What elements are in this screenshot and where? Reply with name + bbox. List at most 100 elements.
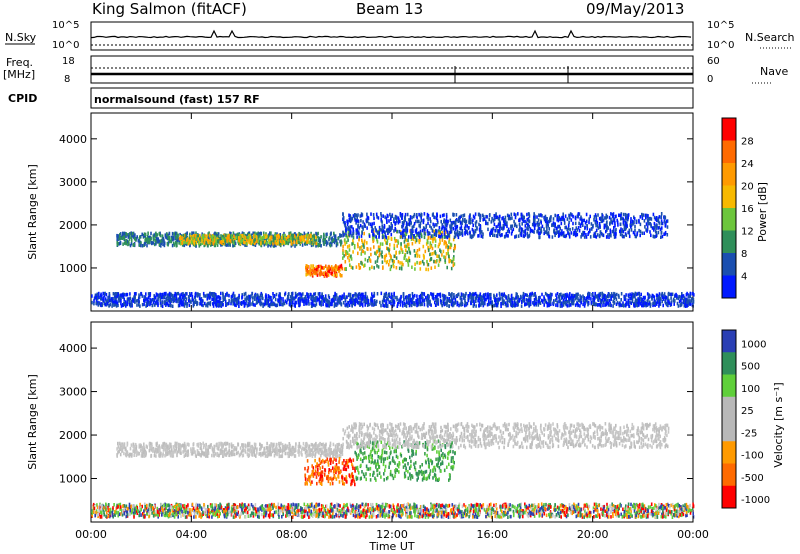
scatter-point <box>406 212 409 217</box>
scatter-point <box>304 241 307 246</box>
scatter-point <box>582 302 584 307</box>
scatter-point <box>174 240 177 245</box>
scatter-point <box>125 234 127 238</box>
scatter-point <box>201 241 203 245</box>
scatter-point <box>294 304 296 308</box>
scatter-point <box>299 302 301 307</box>
scatter-point <box>445 241 447 245</box>
scatter-point <box>650 224 652 229</box>
scatter-point <box>418 247 421 252</box>
scatter-point <box>364 291 367 296</box>
scatter-point <box>120 301 122 306</box>
scatter-point <box>316 232 318 236</box>
scatter-point <box>314 268 317 272</box>
scatter-point <box>299 238 302 243</box>
scatter-point <box>281 235 283 240</box>
scatter-point <box>445 214 448 219</box>
scatter-point <box>364 299 366 303</box>
scatter-point <box>353 245 356 250</box>
scatter-point <box>511 216 513 220</box>
scatter-point <box>197 292 199 296</box>
scatter-point <box>274 233 276 238</box>
scatter-point <box>208 231 210 235</box>
scatter-point <box>416 260 418 265</box>
scatter-point <box>415 299 417 303</box>
scatter-point <box>240 239 242 244</box>
scatter-point <box>163 300 166 304</box>
scatter-point <box>190 238 193 242</box>
scatter-point <box>336 241 338 245</box>
scatter-point <box>363 231 365 236</box>
scatter-point <box>336 267 339 272</box>
scatter-point <box>339 233 341 237</box>
scatter-point <box>214 243 217 248</box>
scatter-point <box>352 227 354 231</box>
scatter-point <box>170 293 172 297</box>
scatter-point <box>419 295 421 299</box>
scatter-point <box>163 241 166 245</box>
scatter-point <box>382 266 384 270</box>
scatter-point <box>413 249 416 253</box>
scatter-point <box>414 240 417 244</box>
nsky-label: N.Sky <box>5 31 37 44</box>
scatter-point <box>498 219 501 224</box>
scatter-point <box>635 219 638 223</box>
scatter-point <box>188 236 191 241</box>
scatter-point <box>397 239 399 243</box>
scatter-point <box>338 266 340 271</box>
scatter-point <box>277 241 279 245</box>
scatter-point <box>183 243 186 248</box>
scatter-point <box>91 294 93 298</box>
scatter-point <box>615 228 617 232</box>
scatter-point <box>337 236 339 241</box>
scatter-point <box>316 267 318 272</box>
scatter-point <box>279 241 281 245</box>
scatter-point <box>236 300 238 304</box>
scatter-point <box>529 295 532 300</box>
scatter-point <box>373 216 375 221</box>
scatter-point <box>130 231 132 235</box>
scatter-point <box>514 215 517 220</box>
scatter-point <box>399 250 401 254</box>
scatter-point <box>480 234 483 238</box>
scatter-point <box>526 222 529 227</box>
scatter-point <box>445 228 448 232</box>
scatter-point <box>461 229 464 233</box>
scatter-point <box>315 295 317 300</box>
scatter-point <box>103 292 106 296</box>
scatter-point <box>384 215 386 219</box>
scatter-point <box>393 236 396 241</box>
scatter-point <box>406 244 409 249</box>
scatter-point <box>198 240 200 245</box>
scatter-point <box>360 234 363 238</box>
scatter-point <box>574 303 577 307</box>
scatter-point <box>339 264 341 269</box>
scatter-point <box>183 293 185 298</box>
scatter-point <box>369 222 372 226</box>
scatter-point <box>371 222 374 226</box>
scatter-point <box>636 298 638 303</box>
scatter-point <box>372 213 375 217</box>
scatter-point <box>434 236 436 241</box>
scatter-point <box>638 300 640 305</box>
scatter-point <box>330 237 333 241</box>
scatter-point <box>330 231 332 235</box>
scatter-point <box>460 298 462 303</box>
scatter-point <box>625 217 628 221</box>
scatter-point <box>294 301 296 305</box>
scatter-point <box>538 222 540 226</box>
scatter-point <box>297 233 299 238</box>
scatter-point <box>313 237 315 242</box>
scatter-point <box>507 227 510 232</box>
scatter-point <box>589 235 592 239</box>
scatter-point <box>425 223 427 228</box>
scatter-point <box>511 224 514 228</box>
scatter-point <box>660 212 663 216</box>
scatter-point <box>270 302 273 306</box>
scatter-point <box>373 230 375 234</box>
scatter-point <box>306 264 308 268</box>
scatter-point <box>414 236 417 240</box>
scatter-point <box>400 265 403 269</box>
scatter-point <box>549 215 552 220</box>
scatter-point <box>638 292 640 296</box>
